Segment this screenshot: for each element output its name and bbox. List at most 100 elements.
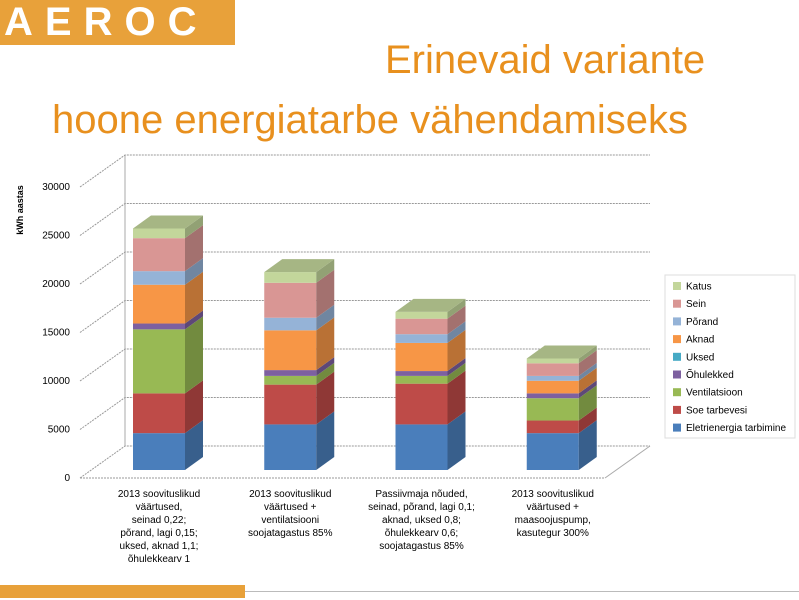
x-tick-label: 2013 soovituslikud väärtused, seinad 0,2… bbox=[117, 489, 201, 565]
bar-segment bbox=[264, 317, 317, 331]
bar-side bbox=[447, 298, 466, 319]
bar-side bbox=[316, 411, 335, 470]
bar-segment bbox=[526, 363, 579, 376]
bar-segment bbox=[264, 424, 317, 470]
bar-side bbox=[185, 271, 203, 324]
bar-side bbox=[316, 357, 335, 376]
bar-segment bbox=[264, 375, 317, 385]
bar-top bbox=[133, 215, 203, 229]
bar-segment bbox=[395, 318, 448, 335]
legend-swatch bbox=[673, 388, 681, 397]
bar-segment bbox=[264, 384, 317, 425]
bar-segment bbox=[526, 358, 579, 364]
bar-segment bbox=[395, 371, 448, 376]
bar-side bbox=[578, 420, 597, 470]
grid-line bbox=[79, 348, 650, 382]
bar-side bbox=[447, 370, 466, 425]
bar-segment bbox=[526, 375, 579, 381]
bar-side bbox=[578, 407, 597, 434]
y-tick-label: 30000 bbox=[42, 182, 70, 193]
legend-swatch bbox=[673, 335, 681, 344]
bar-side bbox=[578, 362, 597, 381]
grid-line bbox=[79, 154, 650, 188]
bar-side bbox=[447, 321, 466, 343]
legend-label: Katus bbox=[686, 282, 712, 293]
bar-segment bbox=[395, 375, 448, 384]
bar-segment bbox=[133, 238, 185, 272]
footer-bar bbox=[0, 585, 245, 598]
bar-top bbox=[395, 298, 466, 312]
legend-swatch bbox=[673, 299, 681, 308]
bar-segment bbox=[395, 311, 448, 319]
y-tick-label: 10000 bbox=[42, 376, 70, 387]
x-tick-label: 2013 soovituslikud väärtused + maasoojus… bbox=[511, 489, 594, 539]
grid-line bbox=[79, 300, 650, 333]
grid-line bbox=[79, 445, 650, 479]
bar-side bbox=[578, 367, 597, 394]
bar-segment bbox=[526, 398, 579, 421]
legend-label: Põrand bbox=[686, 317, 718, 328]
bar-segment bbox=[264, 272, 317, 283]
bar-segment bbox=[264, 370, 317, 376]
legend-label: Aknad bbox=[686, 335, 714, 346]
bar-top bbox=[526, 345, 597, 359]
footer-line bbox=[245, 591, 799, 592]
bar-side bbox=[185, 316, 203, 394]
title-line: hoone energiatarbe vähendamiseks bbox=[52, 98, 688, 142]
legend-swatch bbox=[673, 352, 681, 361]
bar-segment bbox=[395, 424, 448, 470]
legend-swatch bbox=[673, 317, 681, 326]
bar-segment bbox=[133, 284, 185, 324]
grid-line bbox=[79, 203, 650, 236]
legend-swatch bbox=[673, 370, 681, 379]
grid-line bbox=[79, 251, 650, 285]
bar-segment bbox=[526, 380, 579, 394]
legend-label: Õhulekked bbox=[686, 368, 734, 381]
bar-side bbox=[185, 420, 203, 470]
bar-side bbox=[578, 345, 597, 364]
y-axis-label: kWh aastas bbox=[15, 185, 25, 235]
bar-side bbox=[447, 305, 466, 335]
bar-side bbox=[316, 259, 335, 283]
bar-segment bbox=[395, 383, 448, 425]
bar-side bbox=[447, 362, 466, 384]
bar-segment bbox=[526, 420, 579, 434]
legend-label: Soe tarbevesi bbox=[686, 405, 747, 416]
bar-segment bbox=[133, 433, 185, 470]
bar-side bbox=[447, 329, 466, 372]
legend-swatch bbox=[673, 405, 681, 414]
bar-segment bbox=[526, 433, 579, 470]
legend-swatch bbox=[673, 423, 681, 432]
bar-side bbox=[185, 225, 203, 272]
bar-side bbox=[447, 358, 466, 376]
y-tick-label: 15000 bbox=[42, 328, 70, 339]
bar-side bbox=[185, 380, 203, 434]
bar-side bbox=[185, 258, 203, 285]
y-tick-label: 5000 bbox=[48, 425, 71, 436]
bar-side bbox=[316, 362, 335, 385]
bar-segment bbox=[395, 334, 448, 343]
bar-side bbox=[447, 411, 466, 470]
bar-segment bbox=[264, 330, 317, 371]
bar-side bbox=[578, 380, 597, 399]
bar-segment bbox=[133, 393, 185, 434]
legend-label: Sein bbox=[686, 299, 706, 310]
x-tick-label: Passiivmaja nõuded, seinad, põrand, lagi… bbox=[368, 489, 475, 552]
y-tick-label: 0 bbox=[64, 473, 70, 484]
legend-label: Ventilatsioon bbox=[686, 388, 743, 399]
y-tick-label: 20000 bbox=[42, 279, 70, 290]
bar-side bbox=[578, 350, 597, 376]
bar-segment bbox=[133, 329, 185, 394]
legend-label: Uksed bbox=[686, 352, 714, 363]
legend-swatch bbox=[673, 282, 681, 290]
logo: AEROC bbox=[0, 0, 235, 45]
bar-side bbox=[316, 269, 335, 318]
bar-top bbox=[264, 259, 335, 273]
y-tick-label: 25000 bbox=[42, 231, 70, 242]
bar-side bbox=[578, 385, 597, 421]
legend-box bbox=[664, 274, 796, 439]
bar-side bbox=[316, 304, 335, 331]
bar-segment bbox=[526, 393, 579, 399]
